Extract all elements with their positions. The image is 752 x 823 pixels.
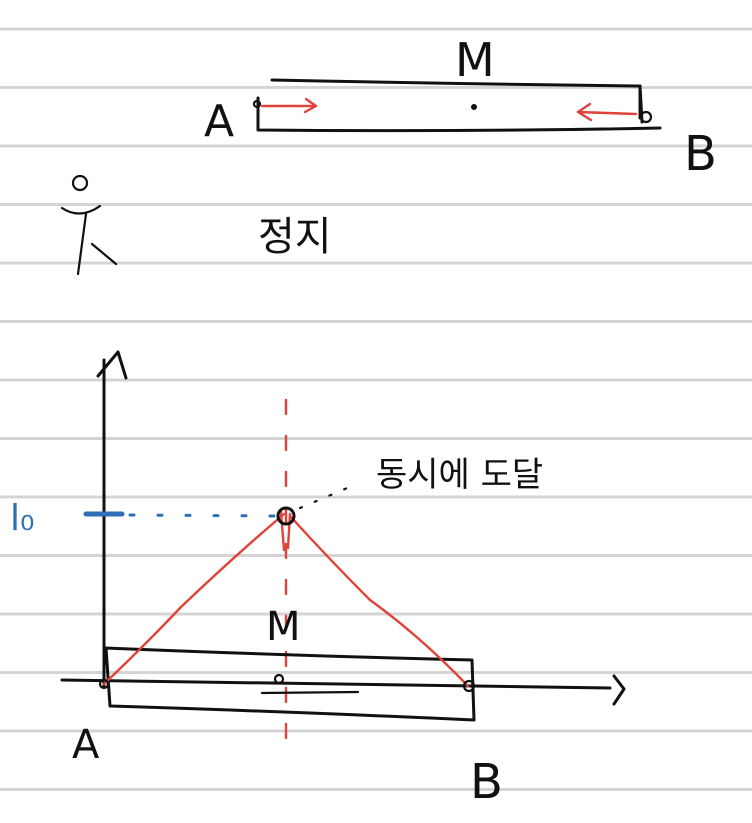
y-mark-label: l₀ [10, 498, 34, 539]
annotation-leader [298, 484, 354, 510]
arrow-left-icon [576, 102, 638, 122]
x-axis [60, 674, 626, 706]
light-path-from-a [102, 512, 286, 686]
graph-label-b: B [470, 754, 503, 810]
graph-point-b [462, 679, 476, 693]
arrow-right-icon [260, 97, 318, 114]
top-midpoint-dot [471, 104, 477, 110]
graph-label-m: M [266, 604, 301, 650]
meeting-mark [279, 510, 292, 552]
top-figure: M A B [204, 33, 717, 182]
top-label-a: A [204, 96, 234, 147]
y-axis [96, 350, 128, 688]
graph-midpoint-dot [273, 673, 285, 685]
stick-figure-icon [60, 174, 118, 276]
annotation-text: 동시에 도달 [376, 455, 543, 495]
graph-label-a: A [72, 722, 100, 768]
graph-bar-underline [260, 690, 360, 695]
note-text: 정지 [258, 214, 332, 260]
top-point-a [252, 99, 262, 109]
light-path-from-b [288, 514, 470, 688]
top-label-m: M [455, 33, 495, 87]
ruled-lines [0, 27, 752, 791]
graph-bar-outline [104, 646, 476, 722]
y-projection-dotted [128, 513, 278, 518]
top-point-b [639, 110, 653, 124]
spacetime-graph: l₀ 동시에 도달 M A B [10, 350, 626, 810]
top-label-b: B [684, 126, 717, 182]
observer-note: 정지 [60, 174, 332, 276]
top-bar-outline [256, 78, 662, 133]
graph-point-a [98, 678, 110, 690]
meeting-event [276, 506, 296, 526]
